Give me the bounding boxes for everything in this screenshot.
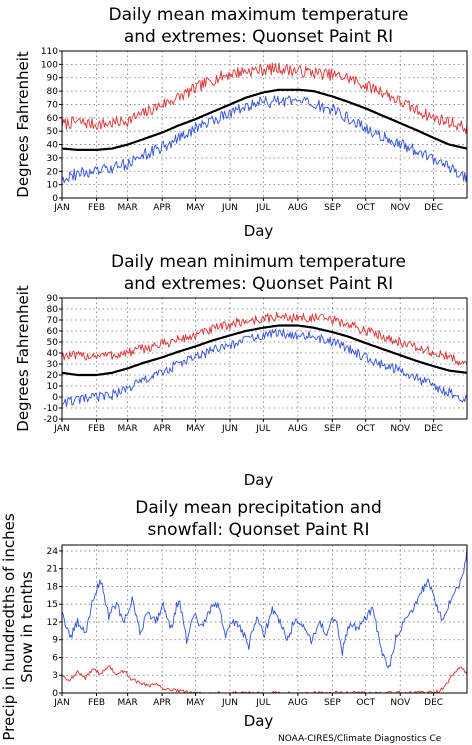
x-tick-label: JUN bbox=[221, 424, 238, 434]
y-tick-label: 12 bbox=[47, 618, 58, 628]
x-tick-label: JAN bbox=[53, 424, 69, 434]
y-tick-label: 80 bbox=[47, 305, 59, 315]
x-tick-label: AUG bbox=[288, 203, 308, 213]
y-tick-label: 90 bbox=[47, 294, 59, 304]
x-tick-label: APR bbox=[153, 424, 171, 434]
y-tick-label: 0 bbox=[52, 393, 58, 403]
x-tick-label: NOV bbox=[390, 424, 411, 434]
plot-frame bbox=[61, 50, 468, 199]
x-tick-label: APR bbox=[153, 203, 171, 213]
y-tick-label: 40 bbox=[47, 349, 59, 359]
x-tick-label: JUN bbox=[221, 698, 238, 708]
y-tick-label: 40 bbox=[47, 141, 59, 151]
chart-title-line: and extremes: Quonset Paint RI bbox=[124, 27, 393, 47]
x-tick-label: AUG bbox=[288, 424, 308, 434]
x-axis-label: Day bbox=[244, 222, 274, 240]
x-tick-label: SEP bbox=[324, 203, 341, 213]
y-tick-label: 15 bbox=[47, 600, 58, 610]
x-tick-label: OCT bbox=[356, 698, 375, 708]
x-tick-label: SEP bbox=[324, 698, 341, 708]
x-tick-label: MAY bbox=[186, 203, 205, 213]
x-tick-label: MAR bbox=[118, 424, 138, 434]
x-tick-label: NOV bbox=[390, 203, 411, 213]
y-tick-label: 3 bbox=[52, 671, 58, 681]
x-tick-label: FEB bbox=[88, 203, 105, 213]
x-tick-label: JAN bbox=[53, 698, 69, 708]
x-tick-label: FEB bbox=[88, 698, 105, 708]
x-tick-label: JAN bbox=[53, 203, 69, 213]
y-tick-label: 21 bbox=[47, 565, 58, 575]
x-tick-label: JUL bbox=[255, 424, 270, 434]
y-tick-label: 10 bbox=[47, 382, 59, 392]
x-tick-label: OCT bbox=[356, 203, 375, 213]
x-tick-label: DEC bbox=[424, 203, 443, 213]
y-axis-label-line: Precip in hundredths of inches bbox=[0, 513, 18, 740]
y-tick-label: 30 bbox=[47, 154, 59, 164]
x-tick-label: OCT bbox=[356, 424, 375, 434]
x-tick-label: APR bbox=[153, 698, 171, 708]
y-tick-label: -20 bbox=[43, 415, 58, 425]
y-axis-label: Degrees Fahrenheit bbox=[14, 285, 32, 432]
y-tick-label: 70 bbox=[47, 100, 59, 110]
x-tick-label: MAY bbox=[186, 698, 205, 708]
x-tick-label: MAY bbox=[186, 424, 205, 434]
series-line bbox=[61, 665, 468, 694]
x-tick-label: JUN bbox=[221, 203, 238, 213]
y-tick-label: 90 bbox=[47, 74, 59, 84]
series-line bbox=[61, 88, 468, 151]
series-line bbox=[61, 547, 468, 669]
chart-title-line: Daily mean precipitation and bbox=[135, 498, 382, 518]
chart-title-line: snowfall: Quonset Paint RI bbox=[148, 520, 370, 540]
y-tick-label: 6 bbox=[52, 653, 58, 663]
series-line bbox=[61, 62, 468, 135]
y-tick-label: 50 bbox=[47, 338, 59, 348]
series-line bbox=[61, 311, 468, 366]
x-tick-label: FEB bbox=[88, 424, 105, 434]
y-axis-label-line: Snow in tenths bbox=[18, 571, 36, 683]
x-tick-label: JUL bbox=[255, 698, 270, 708]
x-tick-label: SEP bbox=[324, 424, 341, 434]
y-tick-label: 24 bbox=[47, 547, 59, 557]
series-line bbox=[61, 324, 468, 377]
y-tick-label: 60 bbox=[47, 327, 59, 337]
y-tick-label: 110 bbox=[41, 47, 58, 57]
series-line bbox=[61, 328, 468, 408]
y-tick-label: -10 bbox=[43, 404, 58, 414]
x-tick-label: MAR bbox=[118, 698, 138, 708]
chart-title-line: Daily mean maximum temperature bbox=[109, 5, 409, 25]
y-tick-label: 30 bbox=[47, 360, 59, 370]
x-axis-label: Day bbox=[244, 712, 274, 730]
y-tick-label: 80 bbox=[47, 87, 59, 97]
x-tick-label: AUG bbox=[288, 698, 308, 708]
y-tick-label: 20 bbox=[47, 371, 59, 381]
chart-title-line: and extremes: Quonset Paint RI bbox=[124, 274, 393, 294]
y-tick-label: 70 bbox=[47, 316, 59, 326]
plot-frame bbox=[61, 544, 468, 694]
y-tick-label: 60 bbox=[47, 114, 59, 124]
x-tick-label: NOV bbox=[390, 698, 411, 708]
x-tick-label: DEC bbox=[424, 698, 443, 708]
plot-frame bbox=[61, 297, 468, 420]
series-line bbox=[61, 95, 468, 184]
y-tick-label: 0 bbox=[52, 689, 58, 699]
y-tick-label: 9 bbox=[52, 636, 58, 646]
chart-title-line: Daily mean minimum temperature bbox=[111, 252, 406, 272]
x-tick-label: MAR bbox=[118, 203, 138, 213]
x-tick-label: JUL bbox=[255, 203, 270, 213]
y-tick-label: 100 bbox=[41, 60, 58, 70]
credit-text: NOAA-CIRES/Climate Diagnostics Ce bbox=[278, 734, 442, 744]
y-tick-label: 18 bbox=[47, 582, 59, 592]
y-tick-label: 10 bbox=[47, 181, 59, 191]
y-axis-label: Degrees Fahrenheit bbox=[14, 51, 32, 198]
x-axis-label: Day bbox=[244, 471, 274, 489]
y-tick-label: 0 bbox=[52, 194, 58, 204]
y-tick-label: 20 bbox=[47, 167, 59, 177]
y-tick-label: 50 bbox=[47, 127, 59, 137]
x-tick-label: DEC bbox=[424, 424, 443, 434]
